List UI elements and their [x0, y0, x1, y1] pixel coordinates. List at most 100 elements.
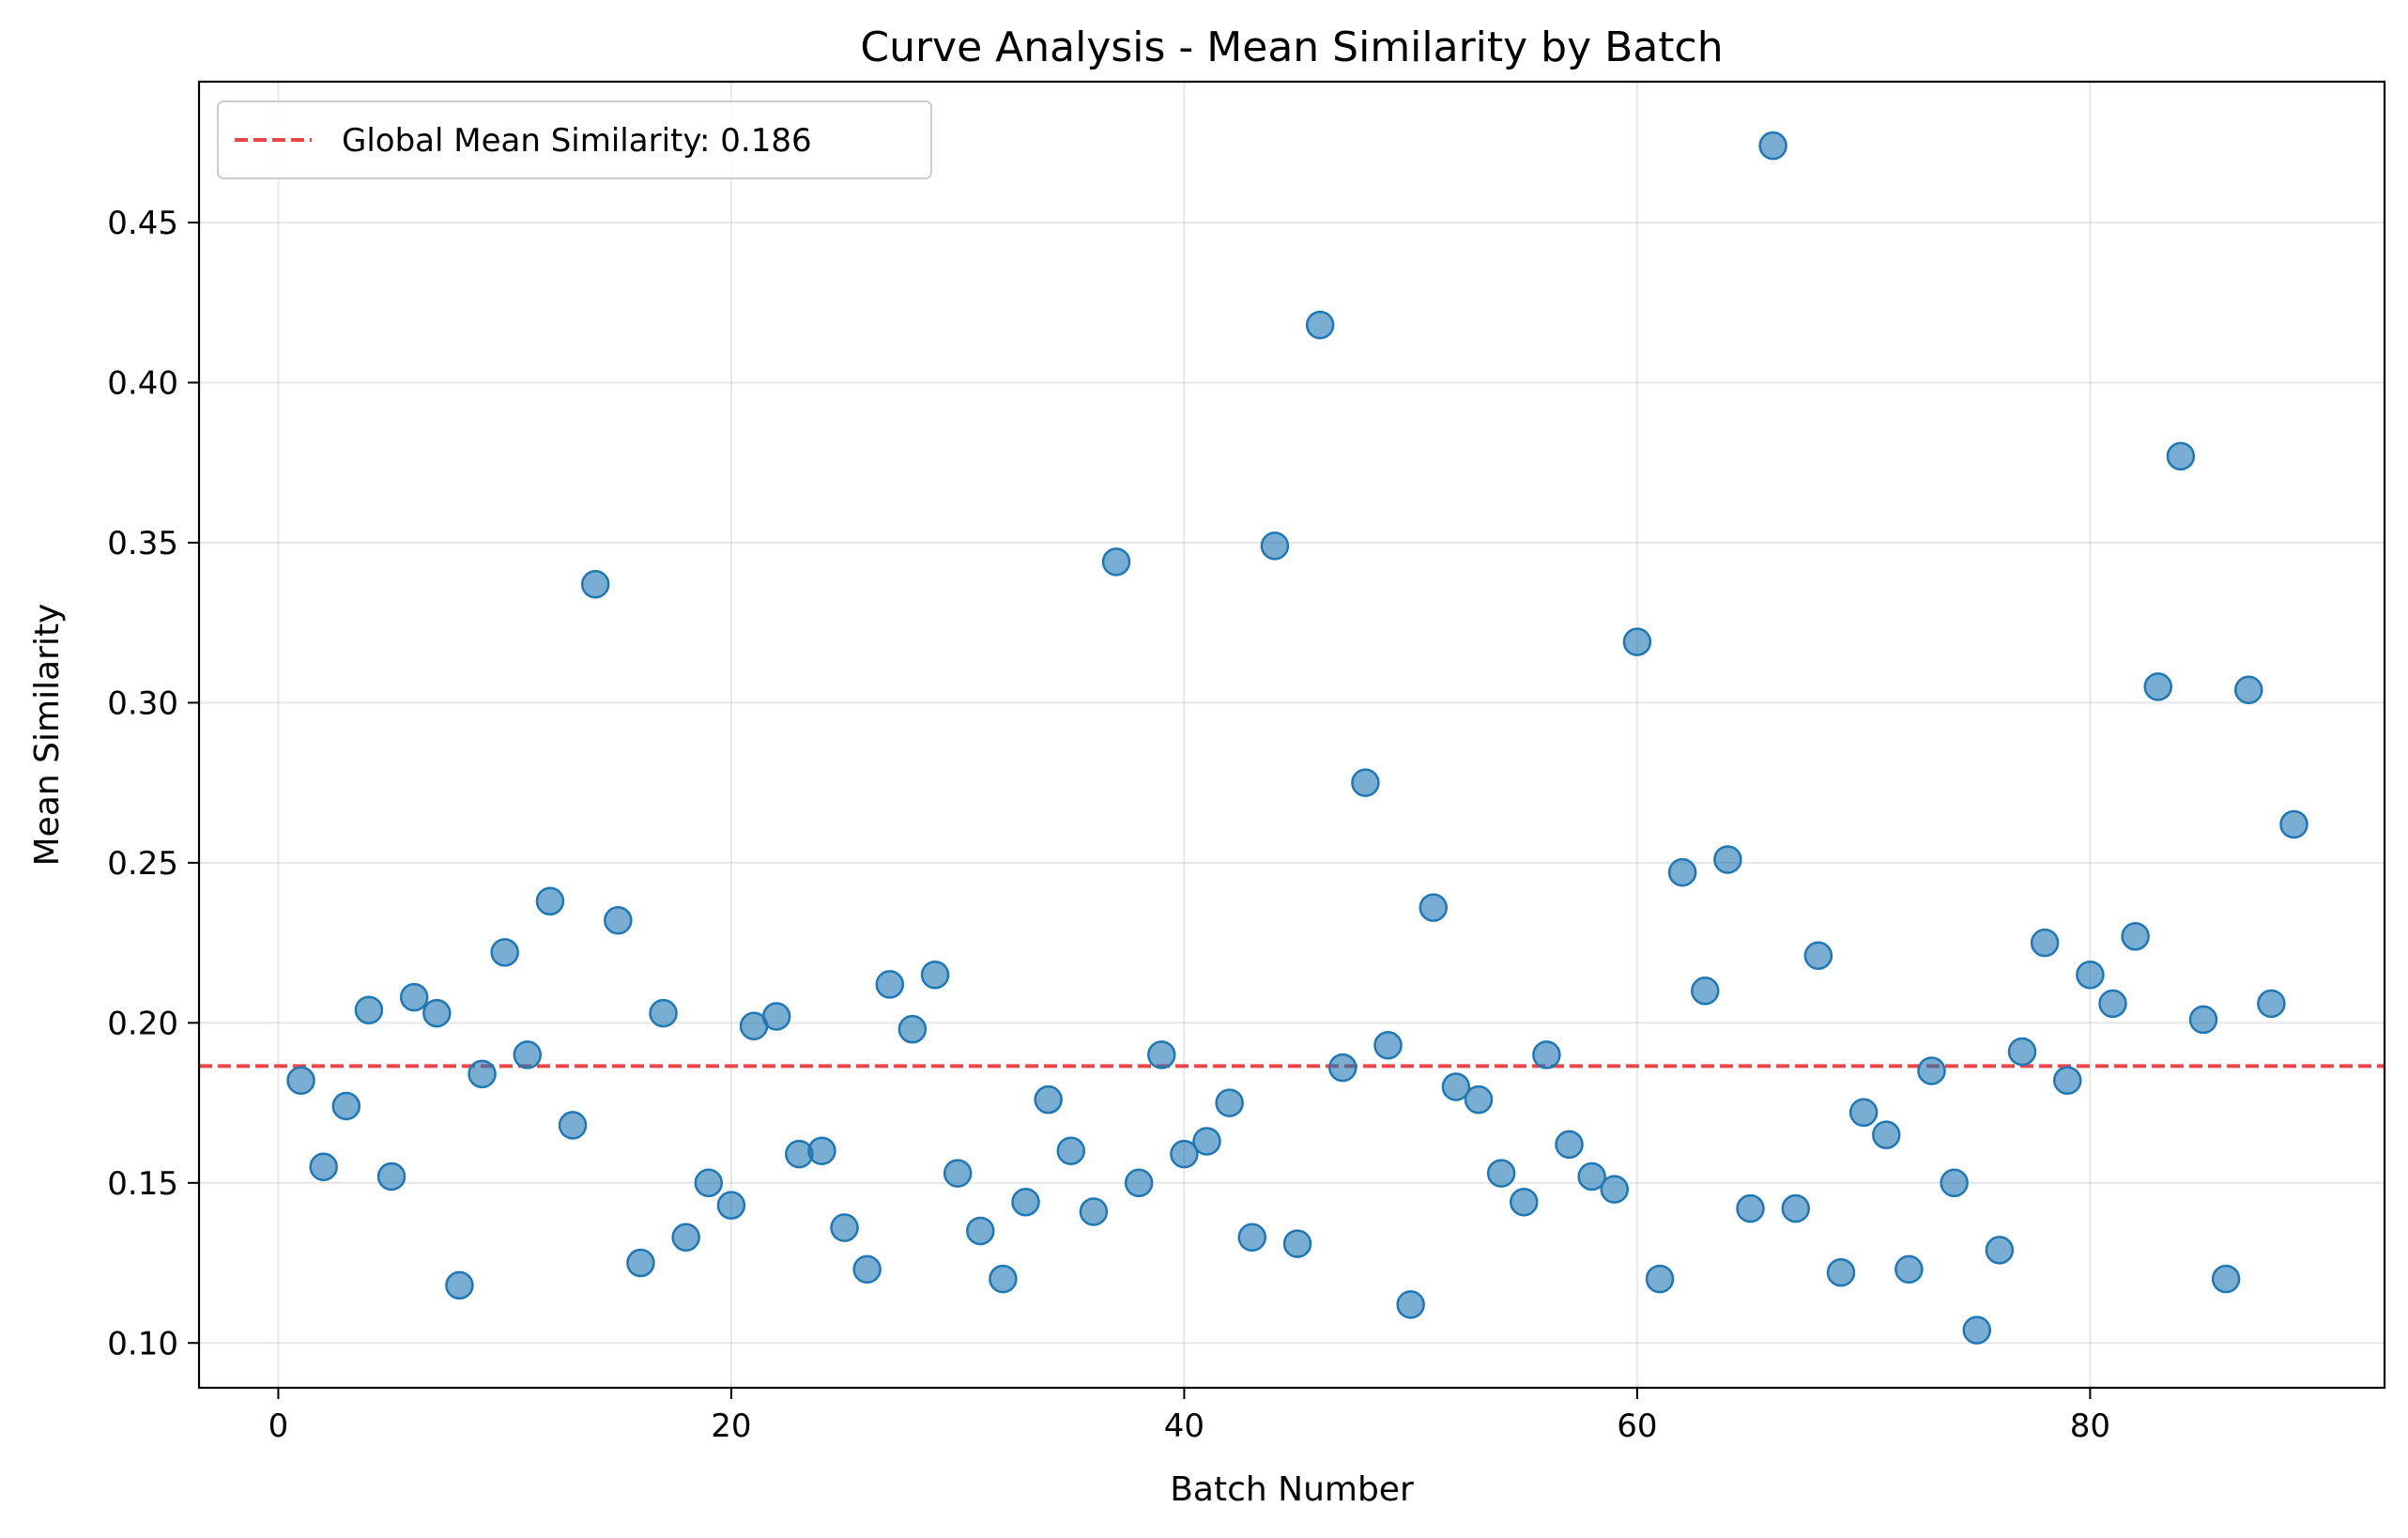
data-point: [1147, 1040, 1176, 1069]
y-tick-label: 0.30: [107, 684, 178, 722]
data-points: [286, 131, 2308, 1345]
data-point: [694, 1168, 724, 1198]
data-point: [1486, 1159, 1516, 1188]
x-tick-label: 80: [2070, 1407, 2110, 1445]
x-tick-label: 60: [1617, 1407, 1657, 1445]
data-point: [875, 970, 905, 999]
data-point: [852, 1254, 882, 1284]
y-tick-label: 0.25: [107, 845, 178, 883]
data-point: [649, 998, 678, 1028]
data-point: [966, 1216, 995, 1246]
data-point: [1034, 1084, 1063, 1115]
data-point: [1419, 893, 1449, 922]
legend: Global Mean Similarity: 0.186: [217, 100, 932, 179]
data-point: [716, 1191, 746, 1220]
data-point: [1577, 1161, 1606, 1192]
legend-label: Global Mean Similarity: 0.186: [342, 122, 812, 160]
data-point: [1305, 310, 1335, 340]
data-point: [2166, 441, 2196, 471]
data-point: [1011, 1188, 1040, 1217]
y-tick-label: 0.40: [107, 364, 178, 402]
data-point: [1713, 845, 1742, 874]
data-point: [1555, 1130, 1584, 1160]
data-point: [897, 1014, 928, 1044]
data-point: [354, 995, 384, 1024]
data-point: [830, 1213, 859, 1242]
data-point: [331, 1091, 361, 1121]
data-point: [535, 886, 565, 916]
data-point: [399, 982, 429, 1012]
data-point: [1510, 1188, 1539, 1217]
data-point: [558, 1111, 588, 1140]
y-tick-label: 0.10: [107, 1325, 178, 1362]
data-point: [1260, 531, 1290, 561]
data-point: [761, 1002, 791, 1031]
data-point: [943, 1159, 973, 1188]
data-point: [580, 570, 610, 599]
data-point: [1917, 1056, 1946, 1085]
data-point: [807, 1136, 836, 1165]
data-point: [1962, 1315, 1992, 1345]
grid-lines: [199, 82, 2385, 1388]
data-point: [2257, 989, 2286, 1019]
data-point: [490, 938, 519, 967]
data-point: [309, 1152, 338, 1182]
data-point: [2143, 672, 2173, 701]
data-point: [2279, 809, 2308, 839]
data-point: [1396, 1290, 1425, 1319]
data-point: [2211, 1264, 2241, 1294]
x-tick-label: 20: [711, 1407, 751, 1445]
data-point: [422, 998, 452, 1028]
data-point: [1441, 1072, 1471, 1101]
data-point: [2053, 1066, 2082, 1095]
y-tick-label: 0.15: [107, 1165, 178, 1203]
data-point: [1351, 768, 1380, 797]
data-point: [1464, 1084, 1494, 1115]
data-point: [1600, 1175, 1630, 1204]
y-axis-ticks: 0.10 0.15 0.20 0.25 0.30 0.35 0.40 0.45: [107, 205, 199, 1362]
data-point: [468, 1059, 497, 1089]
data-point: [1803, 941, 1833, 970]
legend-box: [217, 100, 932, 179]
data-point: [376, 1161, 406, 1192]
y-tick-label: 0.35: [107, 525, 178, 562]
data-point: [1101, 547, 1131, 577]
data-point: [989, 1264, 1018, 1294]
data-point: [1736, 1193, 1765, 1223]
data-point: [2007, 1037, 2037, 1067]
data-point: [671, 1223, 700, 1253]
plot-frame: [197, 80, 2386, 1390]
x-axis-title: Batch Number: [1170, 1470, 1414, 1509]
x-tick-label: 40: [1164, 1407, 1204, 1445]
data-point: [626, 1248, 655, 1278]
data-point: [1872, 1120, 1901, 1149]
data-point: [1758, 131, 1787, 161]
data-point: [920, 960, 950, 990]
y-axis-title: Mean Similarity: [28, 604, 67, 867]
data-point: [286, 1066, 315, 1095]
data-point: [2076, 960, 2105, 990]
data-point: [1848, 1098, 1879, 1128]
data-point: [1667, 857, 1697, 887]
y-tick-label: 0.20: [107, 1005, 178, 1042]
data-point: [1079, 1197, 1109, 1226]
data-point: [1691, 976, 1720, 1006]
data-point: [2234, 675, 2263, 705]
data-point: [1373, 1030, 1403, 1060]
data-point: [1781, 1193, 1811, 1223]
data-point: [604, 905, 633, 935]
data-point: [1894, 1254, 1924, 1284]
data-point: [1532, 1040, 1561, 1069]
data-point: [2030, 928, 2060, 958]
data-point: [1124, 1168, 1154, 1198]
data-point: [445, 1270, 474, 1300]
data-point: [1645, 1264, 1675, 1294]
x-tick-label: 0: [268, 1407, 289, 1445]
data-point: [2121, 922, 2150, 951]
data-point: [1215, 1088, 1244, 1117]
data-point: [1192, 1127, 1221, 1156]
data-point: [513, 1040, 543, 1069]
chart-title: Curve Analysis - Mean Similarity by Batc…: [860, 23, 1723, 71]
data-point: [2188, 1005, 2218, 1035]
